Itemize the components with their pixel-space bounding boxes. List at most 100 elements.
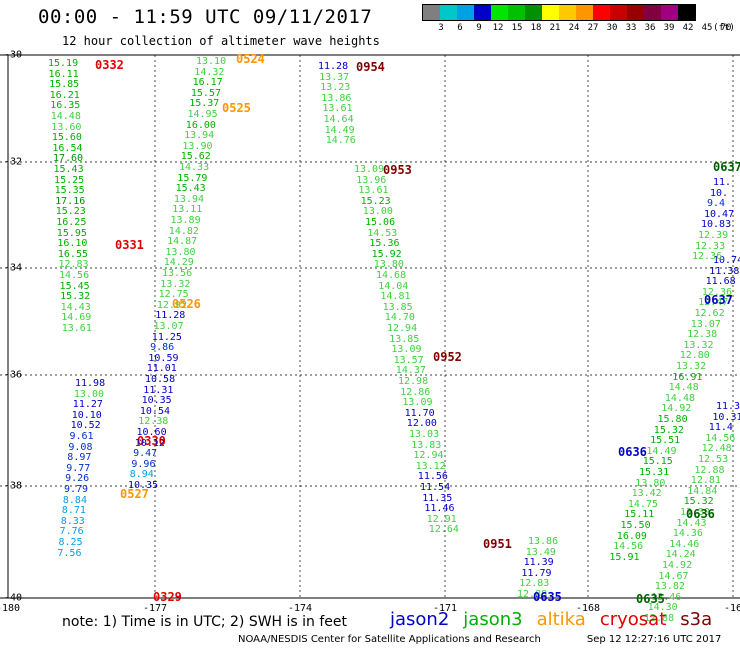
wave-height-value: 12.81 — [690, 475, 721, 487]
lat-tick-label: -40 — [4, 592, 23, 604]
wave-height-value: 15.95 — [56, 227, 87, 239]
legend-tick: 18 — [530, 23, 542, 33]
legend-swatch — [474, 5, 491, 20]
wave-height-value: 14.48 — [50, 111, 81, 122]
wave-height-value: 14.95 — [187, 109, 218, 120]
legend-tick: 39 — [663, 23, 675, 33]
wave-height-value: 15.50 — [620, 520, 651, 531]
lat-tick-label: -32 — [4, 156, 23, 168]
wave-height-value: 12.83 — [58, 259, 89, 271]
wave-height-value: 16.00 — [185, 119, 216, 131]
wave-height-value: 15.62 — [180, 151, 211, 163]
legend-tick: 30 — [606, 23, 618, 33]
wave-height-value: 14.81 — [380, 291, 411, 303]
wave-height-value: 14.64 — [323, 114, 354, 125]
lon-tick-label: -180 — [0, 603, 21, 614]
footer-timestamp: Sep 12 12:27:16 UTC 2017 — [586, 634, 722, 645]
pass-time-label: 0636 — [686, 507, 715, 521]
wave-height-value: 13.85 — [382, 301, 413, 313]
footer: NOAA/NESDIS Center for Satellite Applica… — [238, 634, 721, 645]
wave-height-value: 14.04 — [378, 280, 409, 292]
wave-height-value: 14.37 — [395, 365, 426, 377]
wave-height-value: 13.09 — [391, 344, 422, 356]
wave-height-value: 15.43 — [175, 183, 206, 195]
wave-height-value: 14.48 — [664, 392, 695, 404]
pass-time-label: 0953 — [383, 163, 412, 177]
wave-height-value: 13.11 — [172, 204, 203, 216]
legend-swatch — [491, 5, 508, 20]
lat-tick-label: -30 — [4, 49, 23, 61]
wave-height-value: 15.37 — [189, 98, 220, 110]
wave-height-value: 15.15 — [642, 456, 673, 468]
wave-height-value: 12.64 — [428, 524, 459, 536]
satellite-legend: jason2 jason3 altika cryosat s3a — [390, 609, 726, 630]
wave-height-value: 15.32 — [60, 291, 91, 303]
wave-height-value: 10.47 — [704, 208, 735, 220]
wave-height-value: 13.00 — [73, 388, 104, 400]
wave-height-value: 13.56 — [162, 268, 193, 279]
wave-height-value: 14.56 — [59, 270, 90, 281]
satellite-altika: altika — [536, 609, 586, 630]
wave-height-value: 14.48 — [668, 382, 699, 394]
wave-height-value: 12.94 — [413, 450, 444, 462]
wave-height-value: 9.47 — [133, 448, 158, 460]
wave-height-value: 11.39 — [523, 557, 554, 569]
wave-height-value: 13.80 — [373, 259, 404, 271]
wave-height-value: 11.28 — [318, 61, 349, 72]
wave-height-value: 14.53 — [367, 227, 398, 239]
wave-height-value: 10.54 — [139, 405, 170, 417]
footer-credit: NOAA/NESDIS Center for Satellite Applica… — [238, 634, 541, 645]
wave-height-value: 12.91 — [426, 513, 457, 525]
wave-height-value: 15.43 — [53, 164, 84, 175]
wave-height-value: 13.61 — [358, 185, 389, 197]
legend-swatch — [661, 5, 678, 20]
wave-height-value: 10.52 — [70, 420, 101, 432]
wave-height-value: 8.97 — [67, 452, 92, 464]
wave-height-value: 15.60 — [51, 132, 82, 144]
legend-swatch — [610, 5, 627, 20]
legend-swatch — [644, 5, 661, 20]
wave-height-value: 13.85 — [389, 333, 420, 345]
wave-height-value: 9.61 — [69, 431, 94, 442]
wave-height-value: 13.80 — [635, 477, 666, 489]
wave-height-value: 14.87 — [167, 236, 198, 248]
wave-height-value: 15.32 — [653, 424, 684, 436]
wave-height-value: 13.00 — [362, 206, 393, 218]
wave-height-value: 10.31 — [712, 411, 740, 423]
wave-height-value: 14.67 — [658, 570, 689, 582]
wave-height-value: 16.25 — [56, 217, 87, 228]
legend-tick: 24 — [568, 23, 580, 33]
wave-height-value: 12.88 — [694, 464, 725, 476]
wave-height-value: 14.68 — [376, 270, 407, 281]
wave-height-value: 15.51 — [650, 435, 681, 447]
wave-height-value: 13.89 — [170, 215, 201, 226]
wave-height-value: 16.21 — [49, 89, 80, 101]
wave-height-value: 9.4 — [707, 198, 726, 210]
satellite-jason2: jason2 — [390, 609, 450, 630]
wave-height-value: 9.86 — [150, 342, 175, 354]
legend-tick: 33 — [625, 23, 637, 33]
legend-tick: 36 — [644, 23, 656, 33]
lat-tick-label: -34 — [4, 262, 23, 274]
wave-height-value: 11.4 — [708, 422, 733, 434]
wave-height-value: 13.12 — [415, 460, 446, 472]
pass-time-label: 0527 — [120, 487, 149, 501]
wave-height-value: 11.27 — [72, 399, 103, 411]
wave-height-value: 14.76 — [325, 135, 356, 147]
wave-height-value: 14.84 — [687, 485, 718, 497]
pass-time-label: 0635 — [533, 590, 562, 604]
wave-height-value: 14.43 — [60, 301, 91, 313]
wave-height-value: 15.80 — [657, 414, 688, 425]
wave-height-value: 13.57 — [393, 354, 424, 366]
wave-height-value: 13.09 — [354, 164, 385, 175]
wave-height-value: 11.56 — [417, 471, 448, 483]
wave-height-value: 13.49 — [525, 546, 556, 558]
grid-lines — [0, 54, 740, 599]
wave-height-value: 13.96 — [356, 174, 387, 186]
wave-height-value: 11.79 — [521, 567, 552, 579]
legend-swatch — [542, 5, 559, 20]
legend-tick: 27 — [587, 23, 599, 33]
wave-height-value: 15.36 — [369, 238, 400, 250]
legend-swatch — [440, 5, 457, 20]
